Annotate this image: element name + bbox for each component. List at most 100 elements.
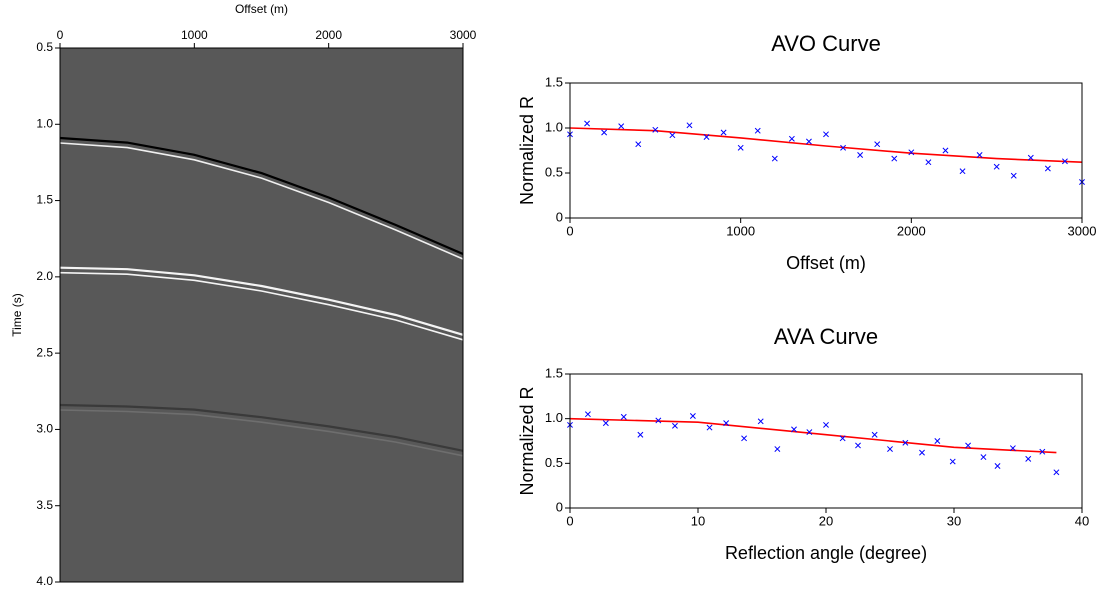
- scatter-point: [771, 155, 778, 162]
- scatter-point: [652, 126, 659, 133]
- scatter-point: [791, 426, 797, 433]
- x-tick-label: 3000: [450, 28, 477, 42]
- reflection-event-lobe: [59, 271, 464, 341]
- image-background: [60, 48, 463, 582]
- scatter-point: [855, 442, 861, 449]
- x-tick-label: 0: [566, 513, 573, 528]
- chart-title: AVA Curve: [774, 324, 878, 349]
- scatter-point: [805, 138, 812, 145]
- y-tick-label: 0.5: [545, 455, 563, 470]
- y-axis-label: Time (s): [10, 293, 24, 337]
- y-tick-label: 0: [556, 499, 563, 514]
- scatter-point: [757, 418, 764, 425]
- scatter-point: [737, 144, 744, 151]
- y-tick-label: 1.0: [545, 410, 563, 425]
- scatter-point: [993, 163, 1000, 170]
- scatter-point: [1044, 165, 1051, 172]
- reflection-event-lobe: [59, 409, 464, 457]
- scatter-point: [754, 127, 761, 134]
- y-tick-label: 3.5: [36, 498, 53, 512]
- x-tick-label: 30: [947, 513, 961, 528]
- scatter-point: [601, 129, 608, 136]
- y-tick-label: 0.5: [36, 40, 53, 54]
- scatter-point: [788, 135, 795, 142]
- scatter-point: [774, 446, 781, 452]
- scatter-point: [976, 152, 983, 158]
- scatter-point: [925, 159, 932, 166]
- plot-frame: [569, 373, 1083, 509]
- scatter-point: [891, 155, 898, 162]
- scatter-point: [1027, 154, 1034, 161]
- scatter-point: [965, 442, 972, 449]
- x-tick-label: 10: [691, 513, 705, 528]
- scatter-point: [602, 420, 609, 427]
- scatter-point: [959, 168, 966, 175]
- y-tick-label: 4.0: [36, 574, 53, 588]
- scatter-point: [871, 431, 878, 438]
- fit-line: [569, 127, 1083, 163]
- scatter-point: [949, 458, 956, 465]
- x-tick-label: 3000: [1068, 223, 1097, 238]
- y-tick-label: 1.5: [545, 365, 563, 380]
- scatter-point: [1039, 448, 1046, 455]
- x-tick-label: 40: [1075, 513, 1089, 528]
- reflection-event: [59, 266, 464, 336]
- x-tick-label: 0: [566, 223, 573, 238]
- scatter-point: [887, 446, 893, 452]
- scatter-point: [1010, 172, 1017, 179]
- scatter-point: [584, 120, 591, 127]
- scatter-point: [689, 413, 696, 419]
- scatter-point: [637, 431, 644, 438]
- reflection-event: [59, 136, 464, 256]
- fit-line: [569, 417, 1057, 454]
- scatter-point: [902, 439, 909, 446]
- scatter-point: [1053, 469, 1060, 476]
- scatter-point: [942, 147, 949, 154]
- scatter-point: [635, 141, 642, 148]
- scatter-point: [823, 131, 829, 138]
- scatter-point: [934, 438, 941, 444]
- scatter-point: [840, 144, 847, 151]
- reflection-event-lobe: [59, 142, 464, 260]
- x-axis-label: Reflection angle (degree): [725, 543, 927, 563]
- y-tick-label: 0.5: [545, 164, 563, 179]
- plot-frame: [569, 82, 1083, 219]
- y-tick-label: 2.0: [36, 269, 53, 283]
- x-axis-label: Offset (m): [235, 2, 288, 16]
- scatter-point: [703, 134, 710, 140]
- scatter-point: [839, 435, 846, 442]
- scatter-point: [723, 420, 730, 427]
- scatter-point: [584, 411, 591, 418]
- scatter-point: [908, 149, 915, 156]
- scatter-point: [618, 123, 625, 130]
- y-axis-label: Normalized R: [517, 386, 537, 495]
- x-tick-label: 2000: [897, 223, 926, 238]
- scatter-point: [686, 122, 693, 129]
- scatter-point: [919, 449, 925, 456]
- scatter-point: [655, 417, 662, 424]
- y-tick-label: 1.5: [545, 74, 563, 89]
- scatter-point: [620, 413, 627, 420]
- x-axis-label: Offset (m): [786, 253, 866, 273]
- scatter-point: [672, 422, 678, 429]
- chart-title: AVO Curve: [771, 31, 881, 56]
- y-tick-label: 3.0: [36, 422, 53, 436]
- scatter-point: [669, 132, 676, 139]
- y-tick-label: 1.5: [36, 193, 53, 207]
- x-tick-label: 0: [57, 28, 64, 42]
- reflection-event: [59, 403, 464, 452]
- x-tick-label: 1000: [726, 223, 755, 238]
- scatter-point: [857, 152, 864, 158]
- scatter-point: [980, 454, 987, 461]
- y-tick-label: 1.0: [545, 119, 563, 134]
- scatter-point: [706, 424, 713, 431]
- scatter-point: [806, 429, 813, 436]
- y-tick-label: 1.0: [36, 116, 53, 130]
- plot-frame: [59, 47, 464, 583]
- scatter-point: [874, 141, 881, 148]
- scatter-point: [1025, 455, 1032, 462]
- scatter-point: [741, 435, 748, 442]
- y-tick-label: 0: [556, 209, 563, 224]
